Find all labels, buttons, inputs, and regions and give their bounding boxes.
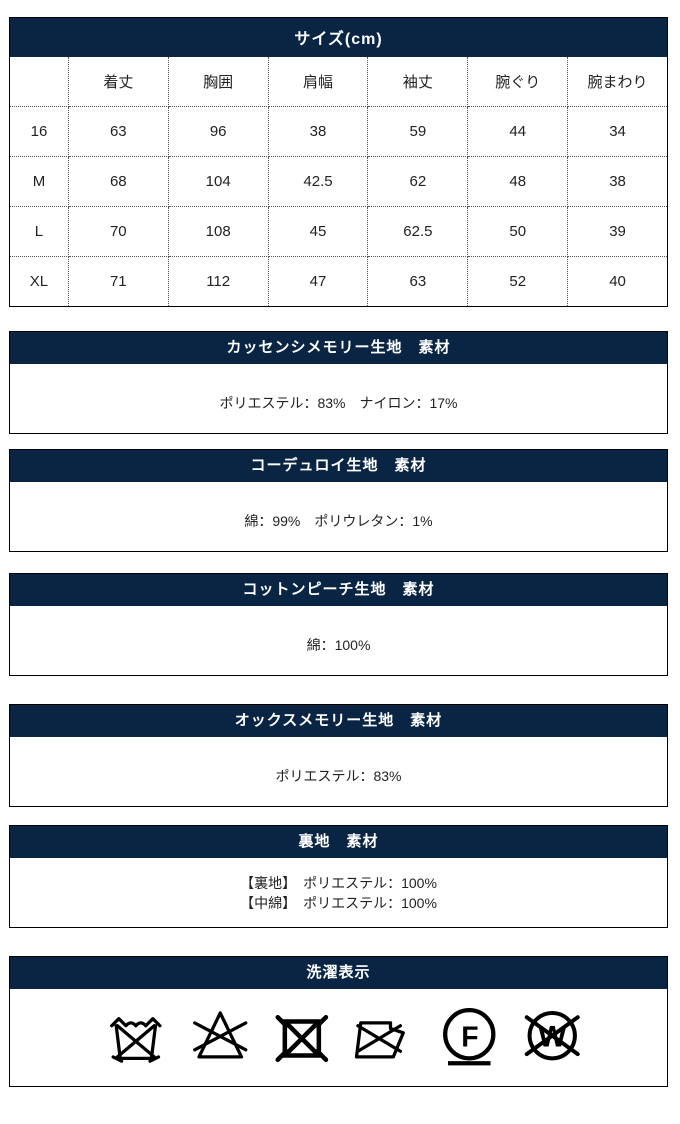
svg-text:F: F [461, 1021, 478, 1053]
